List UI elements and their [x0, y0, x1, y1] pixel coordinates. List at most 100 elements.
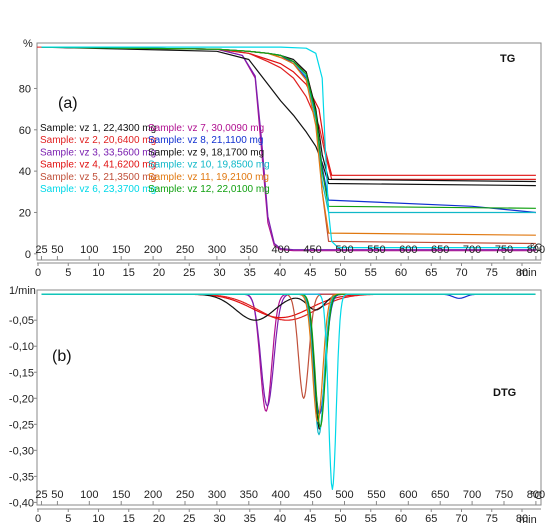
tg-series-line — [41, 46, 536, 251]
time-tick-label: 55 — [365, 267, 377, 279]
dtg-panel: 1/min DTG (b) -0,05 -0,10 -0,15 -0,20 -0,25 -… — [9, 285, 545, 509]
time-tick-label: 75 — [486, 267, 498, 279]
tg-y-tick-label: 80 — [19, 83, 31, 95]
time-tick-label: 80 — [516, 513, 528, 525]
tg-x-tick-label: 700 — [463, 244, 481, 256]
dtg-y-unit: 1/min — [9, 285, 36, 297]
tg-legend-entry: Sample: vz 10, 19,8500 mg — [148, 160, 270, 171]
dtg-series-line — [41, 293, 536, 399]
time-tick-label: 80 — [516, 267, 528, 279]
tg-legend-entry: Sample: vz 2, 20,6400 mg — [40, 135, 156, 146]
time-tick-label: 0 — [35, 513, 41, 525]
tg-title: TG — [500, 53, 515, 65]
dtg-series-line — [41, 293, 536, 490]
time-tick-label: 20 — [153, 513, 165, 525]
tg-y-tick-label: 40 — [19, 166, 31, 178]
tg-curves — [37, 46, 536, 252]
dtg-x-tick-label: 25 — [35, 489, 47, 501]
dtg-series-line — [41, 293, 536, 415]
dtg-x-tick-label: 800 — [527, 489, 545, 501]
time-tick-label: 15 — [123, 513, 135, 525]
tg-x-tick-label: 300 — [208, 244, 226, 256]
time-tick-label: 65 — [425, 267, 437, 279]
dtg-curves — [41, 293, 536, 490]
time-tick-label: 45 — [304, 267, 316, 279]
tg-y-tick-label: 0 — [25, 249, 31, 261]
time-tick-label: 35 — [244, 513, 256, 525]
dtg-x-tick-label: 350 — [240, 489, 258, 501]
dtg-y-tick-label: -0,30 — [9, 445, 34, 457]
tg-x-tick-label: 50 — [51, 244, 63, 256]
tg-x-tick-label: 100 — [80, 244, 98, 256]
tg-legend-entry: Sample: vz 12, 22,0100 mg — [148, 184, 270, 195]
tg-x-tick-label: 400 — [272, 244, 290, 256]
tg-series-line — [41, 46, 536, 249]
tg-x-tick-label: 250 — [176, 244, 194, 256]
dtg-time-axis: 0 5 10 15 20 25 30 35 40 45 50 55 60 65 70 75 80 min — [35, 508, 541, 526]
dtg-x-tick-label: 500 — [335, 489, 353, 501]
tg-x-tick-label: 150 — [112, 244, 130, 256]
time-tick-label: 10 — [92, 267, 104, 279]
tg-y-tick-label: 20 — [19, 207, 31, 219]
tg-x-tick-label: 750 — [495, 244, 513, 256]
dtg-x-tick-label: 400 — [272, 489, 290, 501]
tg-x-tick-label: 800 — [527, 244, 545, 256]
time-tick-label: 25 — [183, 267, 195, 279]
tg-x-tick-label: 350 — [240, 244, 258, 256]
tg-legend-entry: Sample: vz 1, 22,4300 mg — [40, 123, 156, 134]
dtg-series-line — [41, 293, 536, 423]
time-tick-label: 45 — [304, 513, 316, 525]
tg-x-tick-label: 600 — [399, 244, 417, 256]
dtg-x-tick-label: 100 — [80, 489, 98, 501]
time-tick-label: 35 — [244, 267, 256, 279]
dtg-y-tick-label: -0,25 — [9, 419, 34, 431]
tg-x-tick-label: 200 — [144, 244, 162, 256]
dtg-x-tick-label: 450 — [303, 489, 321, 501]
time-tick-label: 30 — [213, 513, 225, 525]
dtg-x-tick-label: 700 — [463, 489, 481, 501]
time-tick-label: 40 — [274, 267, 286, 279]
tg-legend-entry: Sample: vz 8, 21,1100 mg — [148, 135, 263, 146]
dtg-time-unit: min — [519, 514, 537, 526]
tg-series-line — [41, 46, 536, 209]
tg-series-line — [41, 46, 536, 180]
tg-x-tick-label: 450 — [303, 244, 321, 256]
tg-legend-entry: Sample: vz 3, 33,5600 mg — [40, 147, 156, 158]
tg-legend-entry: Sample: vz 6, 23,3700 mg — [40, 184, 156, 195]
dtg-panel-label: (b) — [52, 348, 72, 365]
time-tick-label: 0 — [35, 267, 41, 279]
dtg-x-tick-label: 250 — [176, 489, 194, 501]
time-tick-label: 55 — [365, 513, 377, 525]
tg-legend-entry: Sample: vz 4, 41,6200 mg — [40, 160, 156, 171]
dtg-y-tick-label: -0,10 — [9, 341, 34, 353]
time-tick-label: 5 — [65, 513, 71, 525]
dtg-series-line — [41, 293, 536, 428]
dtg-x-unit: °C — [530, 490, 542, 502]
tg-x-unit: °C — [530, 242, 542, 254]
time-tick-label: 15 — [123, 267, 135, 279]
dtg-x-tick-label: 150 — [112, 489, 130, 501]
tg-x-tick-label: 25 — [35, 244, 47, 256]
dtg-x-tick-label: 550 — [367, 489, 385, 501]
time-tick-label: 10 — [92, 513, 104, 525]
time-tick-label: 20 — [153, 267, 165, 279]
time-tick-label: 65 — [425, 513, 437, 525]
dtg-y-tick-label: -0,40 — [9, 497, 34, 509]
tg-legend-entry: Sample: vz 11, 19,2100 mg — [148, 172, 269, 183]
dtg-x-tick-label: 50 — [51, 489, 63, 501]
dtg-title: DTG — [493, 387, 516, 399]
tg-x-tick-label: 650 — [431, 244, 449, 256]
time-tick-label: 60 — [395, 267, 407, 279]
time-tick-label: 75 — [486, 513, 498, 525]
time-tick-label: 30 — [213, 267, 225, 279]
dtg-series-line — [41, 293, 536, 430]
tg-y-unit: % — [23, 38, 33, 50]
time-tick-label: 5 — [65, 267, 71, 279]
tg-time-unit: min — [519, 267, 537, 279]
tg-legend-entry: Sample: vz 7, 30,0090 mg — [148, 123, 264, 134]
dtg-x-tick-label: 300 — [208, 489, 226, 501]
time-tick-label: 25 — [183, 513, 195, 525]
dtg-x-tick-label: 600 — [399, 489, 417, 501]
time-tick-label: 70 — [455, 513, 467, 525]
